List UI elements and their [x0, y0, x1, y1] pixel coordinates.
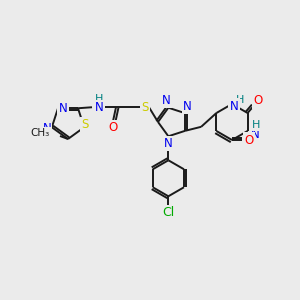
Text: N: N — [43, 122, 51, 135]
Text: Cl: Cl — [162, 206, 175, 219]
Text: O: O — [253, 94, 262, 107]
Text: N: N — [230, 100, 238, 112]
Text: S: S — [141, 101, 149, 114]
Text: CH₃: CH₃ — [31, 128, 50, 138]
Text: N: N — [162, 94, 171, 107]
Text: H: H — [251, 120, 260, 130]
Text: H: H — [95, 94, 103, 104]
Text: O: O — [108, 121, 118, 134]
Text: N: N — [58, 102, 68, 115]
Text: H: H — [236, 95, 244, 105]
Text: N: N — [251, 128, 260, 140]
Text: N: N — [183, 100, 191, 113]
Text: S: S — [82, 118, 89, 131]
Text: N: N — [94, 101, 103, 114]
Text: O: O — [244, 134, 253, 146]
Text: N: N — [164, 137, 173, 150]
